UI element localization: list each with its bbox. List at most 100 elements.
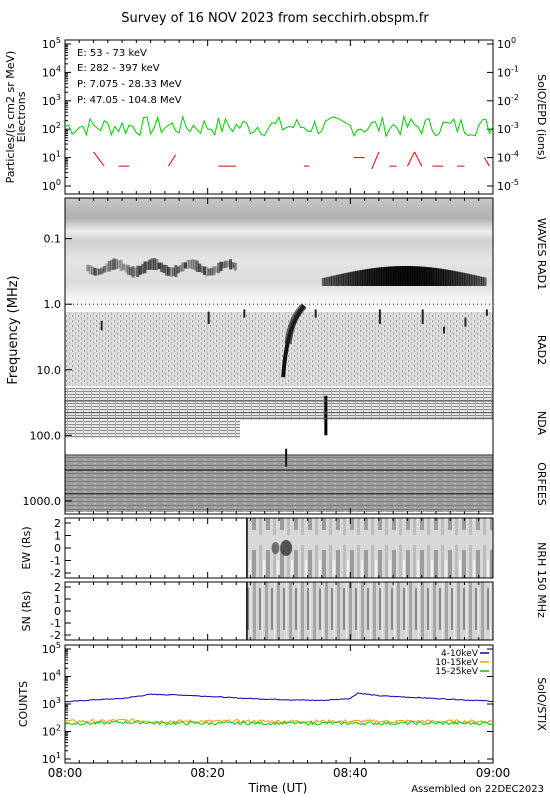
rad1-emission [214,266,218,273]
rad1-emission [105,263,109,273]
rad1-emission [357,270,361,286]
rad2-spike [485,309,488,316]
rad1-emission [397,266,401,286]
rad1-emission [393,266,397,286]
rad1-emission [321,278,325,286]
nrh-ew-ytick-label: 2 [54,517,61,530]
rad1-emission [231,262,235,269]
rad1-emission [407,266,411,286]
rad1-emission [114,259,118,269]
rad1-emission [174,265,178,278]
epd-ytick-label: 103 [42,93,61,108]
rad1-emission [383,266,387,286]
rad1-emission [221,261,225,269]
nrh-sn-panel: 210-1-2 SN (Rs) NRH 150 MHz [20,542,548,642]
rad1-emission [219,261,223,272]
nrh-sn-ylabel: SN (Rs) [20,591,33,632]
rad1-emission [476,275,480,286]
rad1-emission [110,259,114,271]
rad1-emission [388,266,392,286]
rad2-spike [207,311,210,324]
epd-legend-green: E: 53 - 73 keV [77,48,147,59]
orfees-burst [285,448,288,467]
rad1-emission [326,276,330,286]
rad1-emission [162,264,166,274]
orfees-band [65,456,493,512]
rad1-emission [119,259,123,272]
rad1-emission [426,267,430,286]
rad1-emission [126,265,130,275]
rad1-emission [402,266,406,286]
epd-series-red-segment [414,151,423,167]
rad1-emission [212,266,216,276]
nda-spike [324,395,328,436]
rad1-emission [193,259,197,271]
nrh-ew-ytick-label: 0 [54,542,61,555]
rad1-emission [95,268,99,276]
epd-ytick-label: 102 [42,121,61,136]
rad1-emission [412,266,416,286]
epd-series-red-segment [406,151,415,167]
stix-right-title: SolO/STIX [535,677,548,731]
x-tick-label: 08:20 [190,766,225,780]
epd-legend-black: P: 7.075 - 28.33 MeV [77,79,182,90]
stix-ytick-label: 103 [42,696,61,711]
rad1-emission [347,272,351,286]
stix-ytick-label: 101 [42,751,61,766]
rad1-emission [169,266,173,278]
nrh-sn-ytick-label: 0 [54,605,61,618]
rad1-band [65,198,493,310]
rad1-emission [129,267,133,276]
rad1-emission [473,275,477,286]
rad1-emission [431,267,435,286]
rad1-emission [350,271,354,286]
stix-legend-1: 4-10keV [441,649,479,659]
rad1-emission [414,266,418,286]
nrh-ew-ytick-label: -2 [50,567,61,580]
rad1-emission [443,269,447,286]
rad1-emission [152,258,156,271]
rad1-emission [435,268,439,286]
epd-series-red-segment [371,151,380,170]
stix-frame [64,644,494,764]
stix-series-4-10kev [64,692,494,703]
rad1-emission [466,273,470,286]
rad1-emission [338,274,342,286]
rad1-emission [88,265,92,275]
rad1-emission [138,265,142,275]
right-label-orfees: ORFEES [535,462,548,506]
rad1-emission [183,262,187,269]
rad1-emission [133,267,137,277]
rad1-emission [438,268,442,286]
epd-ylabel: Particles/(s cm2 sr MeV) [4,51,17,184]
stix-series-1525kev [64,720,494,726]
epd-legend-red: E: 282 - 397 keV [77,63,160,74]
rad1-emission [366,268,370,286]
rad1-emission [207,268,211,276]
rad1-emission [160,262,164,273]
rad1-emission [122,263,126,271]
epd-ylabel-electrons: Electrons [15,91,28,142]
rad1-emission [369,268,373,286]
epd-series-red-segment [93,151,105,167]
radio-ytick-label: 0.1 [44,233,62,246]
rad2-spike [378,309,381,324]
rad1-emission [148,259,152,270]
epd-series-red-segment [168,154,176,167]
epd-ytick-label: 100 [42,178,61,193]
rad1-emission [386,266,389,286]
type-iii-burst-head [284,303,307,345]
rad1-emission [117,260,121,269]
stix-ytick-label: 102 [42,724,61,739]
rad1-emission [229,259,233,270]
rad1-emission [405,266,409,286]
x-tick-label: 09:00 [476,766,511,780]
rad1-emission [124,264,128,273]
epd-series-red-segment [484,157,490,167]
right-label-rad1: WAVES RAD1 [535,218,548,290]
epd-legend-blue: P: 47.05 - 104.8 MeV [77,95,182,106]
nrh-ew-panel: 210-1-2 EW (Rs) [20,517,494,580]
rad1-emission [371,268,375,286]
rad2-band [65,312,493,386]
